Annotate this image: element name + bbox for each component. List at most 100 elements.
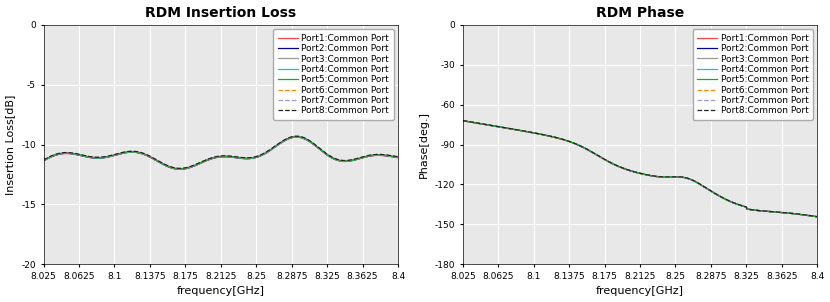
Line: Port6:Common Port: Port6:Common Port <box>463 120 818 217</box>
Port3:Common Port <box>291 135 301 139</box>
Port3:Common Port <box>208 156 217 160</box>
Port7:Common Port <box>749 208 759 212</box>
Port8:Common Port <box>749 208 759 212</box>
Port6:Common Port <box>650 174 660 178</box>
Port8:Common Port <box>628 170 638 173</box>
Port1:Common Port <box>231 156 241 160</box>
Port2:Common Port <box>626 169 636 173</box>
Port8:Common Port <box>386 154 396 157</box>
Port5:Common Port <box>210 156 220 159</box>
Line: Port6:Common Port: Port6:Common Port <box>43 137 398 169</box>
Line: Port2:Common Port: Port2:Common Port <box>463 121 818 217</box>
Port8:Common Port <box>626 169 636 173</box>
Port4:Common Port <box>38 159 48 162</box>
Port8:Common Port <box>650 174 660 178</box>
Port1:Common Port <box>749 208 759 212</box>
Port1:Common Port <box>208 157 217 160</box>
Port4:Common Port <box>291 135 301 139</box>
Port2:Common Port <box>669 175 679 179</box>
Port4:Common Port <box>803 214 813 217</box>
Port4:Common Port <box>813 215 823 219</box>
Port8:Common Port <box>175 167 185 170</box>
Legend: Port1:Common Port, Port2:Common Port, Port3:Common Port, Port4:Common Port, Port: Port1:Common Port, Port2:Common Port, Po… <box>692 29 813 120</box>
Port3:Common Port <box>628 170 638 173</box>
Port4:Common Port <box>251 156 261 159</box>
Port5:Common Port <box>458 119 468 122</box>
Title: RDM Insertion Loss: RDM Insertion Loss <box>145 5 296 20</box>
Port6:Common Port <box>330 157 340 161</box>
Port4:Common Port <box>628 170 638 173</box>
Port6:Common Port <box>291 135 301 138</box>
Line: Port7:Common Port: Port7:Common Port <box>463 120 818 217</box>
Port3:Common Port <box>749 208 759 212</box>
Port6:Common Port <box>626 169 636 173</box>
Line: Port8:Common Port: Port8:Common Port <box>463 120 818 217</box>
Port2:Common Port <box>813 215 823 219</box>
Port4:Common Port <box>458 119 468 123</box>
Port6:Common Port <box>210 156 220 159</box>
Line: Port1:Common Port: Port1:Common Port <box>43 137 398 169</box>
Port6:Common Port <box>231 155 241 159</box>
Port6:Common Port <box>458 119 468 122</box>
Port6:Common Port <box>813 215 823 219</box>
Port3:Common Port <box>210 156 220 159</box>
Port2:Common Port <box>393 156 403 159</box>
Port2:Common Port <box>291 135 301 139</box>
Port7:Common Port <box>669 175 679 179</box>
Port7:Common Port <box>208 156 217 159</box>
Port1:Common Port <box>291 135 301 139</box>
Port4:Common Port <box>393 156 403 159</box>
Port2:Common Port <box>628 170 638 173</box>
Port3:Common Port <box>38 159 48 162</box>
Port6:Common Port <box>669 175 679 179</box>
Port7:Common Port <box>210 155 220 159</box>
Port6:Common Port <box>628 170 638 173</box>
Port1:Common Port <box>458 119 468 123</box>
Port6:Common Port <box>393 155 403 159</box>
Port2:Common Port <box>208 156 217 160</box>
Title: RDM Phase: RDM Phase <box>596 5 684 20</box>
Port6:Common Port <box>251 155 261 159</box>
Port4:Common Port <box>231 156 241 159</box>
Port4:Common Port <box>650 175 660 178</box>
Port5:Common Port <box>175 167 185 171</box>
Port5:Common Port <box>669 175 679 179</box>
Port3:Common Port <box>626 169 636 173</box>
Port5:Common Port <box>208 156 217 160</box>
Port7:Common Port <box>626 169 636 173</box>
Port1:Common Port <box>650 175 660 178</box>
Port2:Common Port <box>386 155 396 158</box>
Port8:Common Port <box>38 158 48 162</box>
Port7:Common Port <box>386 154 396 158</box>
Port1:Common Port <box>330 158 340 162</box>
Port7:Common Port <box>393 155 403 159</box>
Port5:Common Port <box>291 135 301 138</box>
Port1:Common Port <box>210 156 220 160</box>
Line: Port3:Common Port: Port3:Common Port <box>43 137 398 169</box>
Port8:Common Port <box>231 155 241 159</box>
Port8:Common Port <box>458 119 468 122</box>
Port3:Common Port <box>231 156 241 159</box>
Line: Port1:Common Port: Port1:Common Port <box>463 121 818 217</box>
Port7:Common Port <box>458 119 468 122</box>
Port1:Common Port <box>669 175 679 179</box>
Port3:Common Port <box>251 156 261 159</box>
Y-axis label: Phase[deg.]: Phase[deg.] <box>419 111 429 178</box>
Port4:Common Port <box>749 208 759 212</box>
Port6:Common Port <box>38 158 48 162</box>
Port3:Common Port <box>386 155 396 158</box>
Port3:Common Port <box>458 119 468 123</box>
Port4:Common Port <box>210 156 220 159</box>
Port7:Common Port <box>38 158 48 162</box>
Port1:Common Port <box>386 155 396 159</box>
Port8:Common Port <box>330 157 340 161</box>
Line: Port2:Common Port: Port2:Common Port <box>43 137 398 169</box>
Port4:Common Port <box>626 169 636 173</box>
Port6:Common Port <box>386 154 396 158</box>
Port8:Common Port <box>813 215 823 218</box>
Port5:Common Port <box>330 157 340 161</box>
Port6:Common Port <box>208 156 217 160</box>
Port2:Common Port <box>330 158 340 161</box>
Port5:Common Port <box>749 208 759 212</box>
Legend: Port1:Common Port, Port2:Common Port, Port3:Common Port, Port4:Common Port, Port: Port1:Common Port, Port2:Common Port, Po… <box>273 29 393 120</box>
